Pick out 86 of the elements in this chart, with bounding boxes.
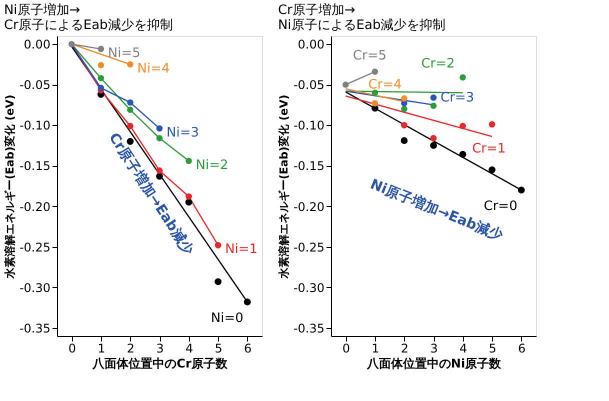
y-tick-label: -0.10 [293, 118, 324, 133]
point [156, 167, 163, 174]
x-tick-label: 6 [244, 342, 252, 356]
series-label: Cr=2 [421, 56, 455, 72]
point [430, 142, 437, 149]
point [127, 61, 134, 68]
point [156, 135, 163, 142]
x-tick-label: 4 [185, 342, 194, 356]
series-label: Ni=1 [225, 242, 258, 258]
x-tick-label: 5 [488, 342, 496, 356]
series-label: Cr=3 [440, 90, 474, 106]
point [214, 278, 222, 286]
x-tick-label: 5 [214, 342, 222, 356]
series-label: Cr=0 [484, 199, 518, 214]
series-label: Cr=4 [368, 77, 402, 92]
point [126, 138, 134, 145]
series-label: Ni=0 [210, 310, 244, 326]
point [400, 137, 408, 144]
x-tick-label: 3 [156, 342, 164, 356]
x-tick-label: 4 [459, 342, 468, 356]
y-tick-label: -0.30 [19, 280, 50, 295]
x-tick-label: 6 [518, 342, 526, 356]
y-axis-title: 水素溶解エネルギー(Eab)変化 (eV) [3, 94, 16, 280]
point [244, 298, 251, 306]
point [460, 74, 466, 81]
point [430, 134, 437, 142]
y-tick-label: -0.05 [293, 78, 324, 92]
chart-title: Cr原子増加→ Ni原子によるEab減少を抑制 [278, 2, 446, 33]
y-tick-label: 0.00 [24, 38, 50, 52]
series-label: Cr=5 [352, 48, 387, 64]
point [401, 95, 408, 102]
point [127, 122, 134, 130]
point [372, 90, 378, 96]
point [156, 172, 163, 180]
point [372, 68, 378, 75]
y-tick-label: -0.30 [293, 280, 324, 295]
y-tick-label: -0.35 [19, 321, 50, 336]
point [186, 158, 192, 164]
x-tick-label: 2 [400, 342, 409, 356]
series-label: Ni=3 [166, 125, 199, 140]
series-label: Ni=2 [196, 158, 228, 173]
x-tick-label: 1 [98, 342, 106, 356]
x-axis-title: 八面体位置中のCr原子数 [92, 356, 228, 370]
x-tick-label: 0 [342, 342, 350, 356]
point [98, 62, 104, 68]
point [98, 46, 104, 52]
series-label: Ni=5 [108, 46, 140, 61]
y-tick-label: -0.20 [19, 200, 50, 214]
y-tick-label: -0.10 [19, 118, 50, 133]
x-tick-label: 2 [126, 342, 135, 356]
point [127, 99, 134, 106]
x-tick-label: 1 [372, 342, 380, 356]
series-label: Ni=4 [137, 61, 170, 76]
point [342, 81, 349, 88]
point [68, 40, 75, 48]
point [430, 94, 437, 101]
point [401, 122, 408, 128]
y-tick-label: -0.20 [293, 200, 324, 214]
point [98, 75, 104, 82]
y-tick-label: -0.15 [293, 159, 324, 174]
series-label: Cr=1 [472, 141, 506, 156]
x-tick-label: 3 [430, 342, 438, 356]
point [459, 150, 466, 158]
point [372, 100, 378, 106]
point [401, 106, 408, 112]
point [127, 106, 134, 113]
y-tick-label: 0.00 [298, 38, 324, 52]
point [214, 242, 222, 248]
point [186, 193, 192, 200]
point [518, 186, 525, 194]
x-axis-title: 八面体位置中のNi原子数 [366, 356, 502, 370]
y-axis-title: 水素溶解エネルギー(Eab)変化 (eV) [277, 94, 290, 280]
point [98, 84, 104, 92]
point [185, 198, 192, 206]
point [488, 121, 496, 128]
point [156, 125, 163, 132]
y-tick-label: -0.35 [293, 321, 324, 336]
y-tick-label: -0.15 [19, 159, 50, 174]
chart-title: Ni原子増加→ Cr原子によるEab減少を抑制 [4, 2, 173, 33]
x-tick-label: 0 [68, 342, 76, 356]
y-tick-label: -0.25 [293, 240, 324, 254]
point [488, 166, 496, 174]
y-tick-label: -0.25 [19, 240, 50, 254]
y-tick-label: -0.05 [19, 78, 50, 92]
point [430, 102, 437, 109]
point [460, 122, 466, 130]
